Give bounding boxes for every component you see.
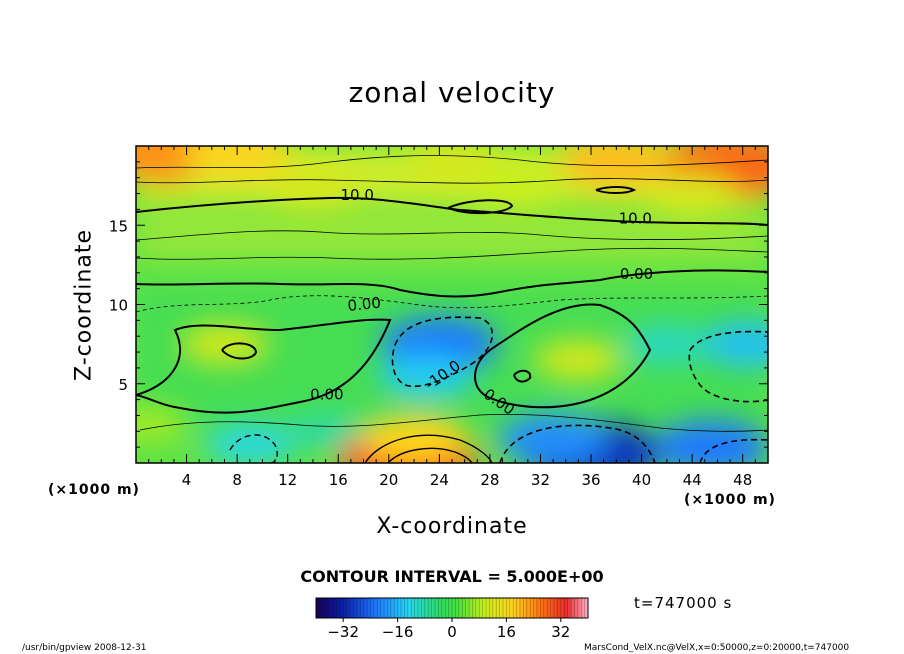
contour-neg10-center	[391, 316, 494, 388]
field-blob-16	[624, 325, 709, 364]
x-tick-label: 20	[379, 471, 398, 489]
field-blob-7	[647, 173, 737, 214]
footer-left: /usr/bin/gpview 2008-12-31	[22, 643, 147, 653]
field-blob-13	[497, 413, 610, 463]
x-tick-label: 44	[683, 471, 702, 489]
contour-10-upper	[136, 196, 768, 226]
contour-label: 10.0	[340, 186, 373, 204]
contour-0-right	[474, 303, 652, 409]
x-tick-label: 16	[329, 471, 348, 489]
footer-right: MarsCond_VelX.nc@VelX,x=0:50000,z=0:2000…	[584, 643, 850, 653]
contour-thin-b	[136, 247, 768, 260]
contour-thin-a	[136, 230, 768, 241]
chart-title: zonal velocity	[348, 76, 556, 109]
contour-0-upper	[136, 269, 768, 298]
contour-neg-bottom-left	[229, 434, 278, 463]
x-tick-label: 40	[632, 471, 651, 489]
x-axis-label: X-coordinate	[376, 514, 528, 539]
contour-pos-bottom	[364, 434, 493, 463]
x-tick-label: 32	[531, 471, 550, 489]
time-label: t=747000 s	[634, 594, 733, 612]
x-tick-label: 8	[232, 471, 242, 489]
contour-0-lower	[136, 318, 392, 414]
contour-thin-d	[136, 178, 768, 184]
y-axis-ticks: 5 10 15	[109, 145, 768, 464]
x-axis-unit-left: (×1000 m)	[48, 482, 140, 498]
x-axis-ticks: 4 8 12 16 20 24 28 32 36 40 44 48	[135, 146, 769, 489]
field-blob-11	[286, 413, 365, 449]
field-blob-4	[407, 146, 497, 183]
field-blob-20	[179, 323, 270, 365]
field-blob-15	[700, 321, 768, 367]
contour-closed-d	[513, 369, 532, 383]
contour-thin-c	[136, 155, 768, 169]
x-axis-unit-right: (×1000 m)	[684, 492, 776, 508]
y-tick-label: 15	[109, 217, 128, 235]
field-blob-21	[136, 405, 188, 441]
contour-neg-bottom-right	[699, 438, 768, 463]
x-tick-label: 28	[480, 471, 499, 489]
x-tick-label: 12	[278, 471, 297, 489]
colorbar-tick-label: 32	[551, 623, 570, 641]
field-blob-5	[268, 165, 358, 207]
field-blob-19	[533, 339, 624, 381]
colorbar-tick-label: −32	[327, 623, 359, 641]
field-blob-18	[360, 414, 468, 463]
contour-closed-c	[595, 186, 637, 194]
x-tick-label: 48	[733, 471, 752, 489]
field-blob-3	[560, 146, 673, 188]
field-blob-1	[183, 146, 291, 179]
contour-closed-b	[447, 199, 514, 215]
field-blob-10	[204, 423, 295, 463]
heatmap-field	[136, 146, 768, 463]
colorbar-stripes	[315, 598, 589, 618]
contour-thin-f	[139, 413, 768, 432]
contour-label: 0.00	[310, 386, 343, 404]
colorbar-tick-label: 16	[497, 623, 516, 641]
colorbar-ticks: −32 −16 0 16 32	[327, 618, 570, 641]
contour-label: 10.0	[619, 210, 652, 228]
contour-lines	[136, 155, 768, 463]
contour-pos-bottom-inner	[387, 447, 473, 463]
field-blob-6	[473, 166, 558, 205]
colorbar: −32 −16 0 16 32	[315, 597, 589, 641]
contour-neg10-right	[688, 330, 768, 403]
field-blob-14	[652, 419, 768, 463]
x-tick-label: 24	[430, 471, 449, 489]
y-tick-label: 5	[118, 376, 128, 394]
y-tick-label: 10	[109, 297, 128, 315]
x-tick-label: 4	[182, 471, 192, 489]
field-blob-9	[379, 354, 475, 398]
colorbar-tick-label: 0	[447, 623, 457, 641]
contour-interval-text: CONTOUR INTERVAL = 5.000E+00	[300, 567, 604, 586]
x-tick-label: 36	[581, 471, 600, 489]
contour-label: 0.00	[620, 265, 653, 283]
contour-closed-a	[221, 342, 258, 360]
contour-label: 0.00	[347, 294, 382, 315]
colorbar-tick-label: −16	[382, 623, 414, 641]
